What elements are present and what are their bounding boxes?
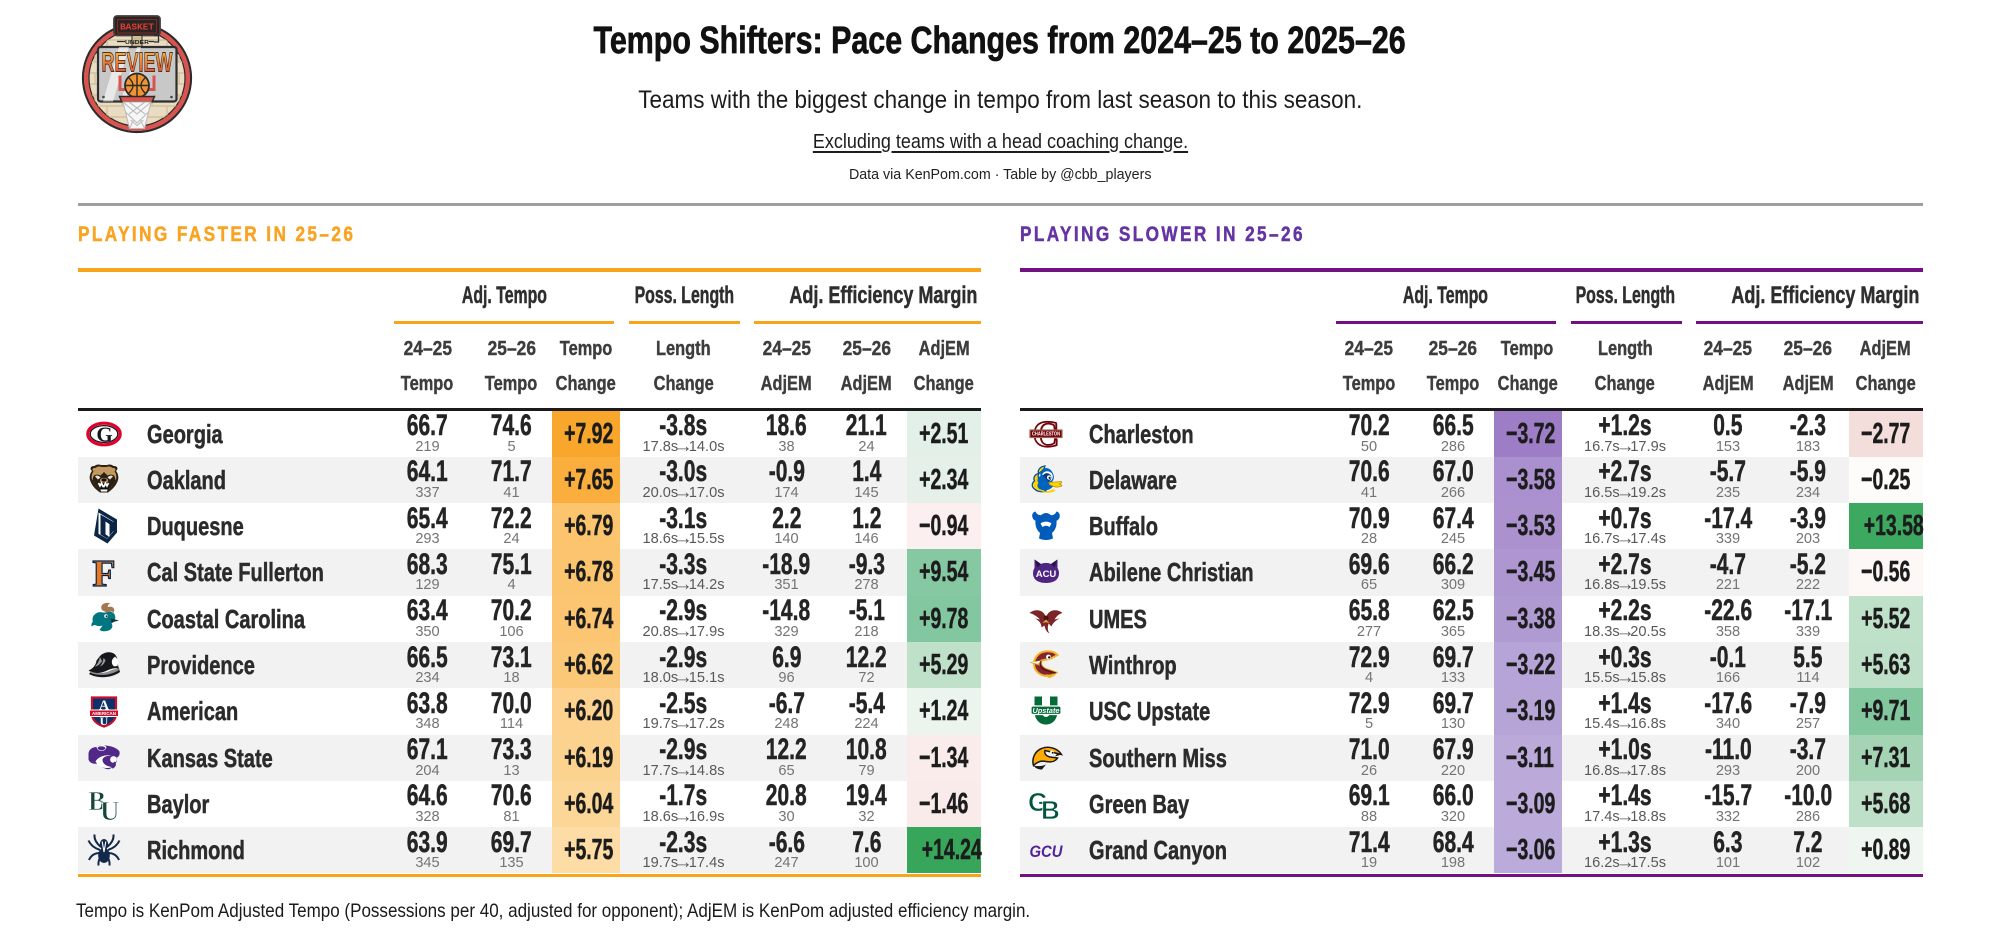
svg-text:G: G bbox=[1028, 787, 1048, 817]
svg-text:B: B bbox=[88, 786, 106, 816]
svg-text:GCU: GCU bbox=[1029, 842, 1063, 861]
svg-text:BASKET: BASKET bbox=[120, 23, 155, 33]
svg-text:ACU: ACU bbox=[1035, 569, 1056, 580]
svg-text:Upstate: Upstate bbox=[1032, 708, 1059, 715]
svg-text:U: U bbox=[100, 796, 120, 822]
svg-text:AMERICAN: AMERICAN bbox=[92, 711, 116, 717]
svg-text:B: B bbox=[1041, 795, 1060, 822]
svg-text:G: G bbox=[96, 422, 112, 446]
svg-text:CHARLESTON: CHARLESTON bbox=[1032, 431, 1060, 437]
svg-text:REVIEW: REVIEW bbox=[102, 47, 173, 78]
svg-text:A: A bbox=[99, 699, 110, 714]
svg-text:U: U bbox=[100, 714, 109, 728]
svg-text:UNDER: UNDER bbox=[125, 40, 149, 46]
svg-text:F: F bbox=[92, 554, 115, 590]
